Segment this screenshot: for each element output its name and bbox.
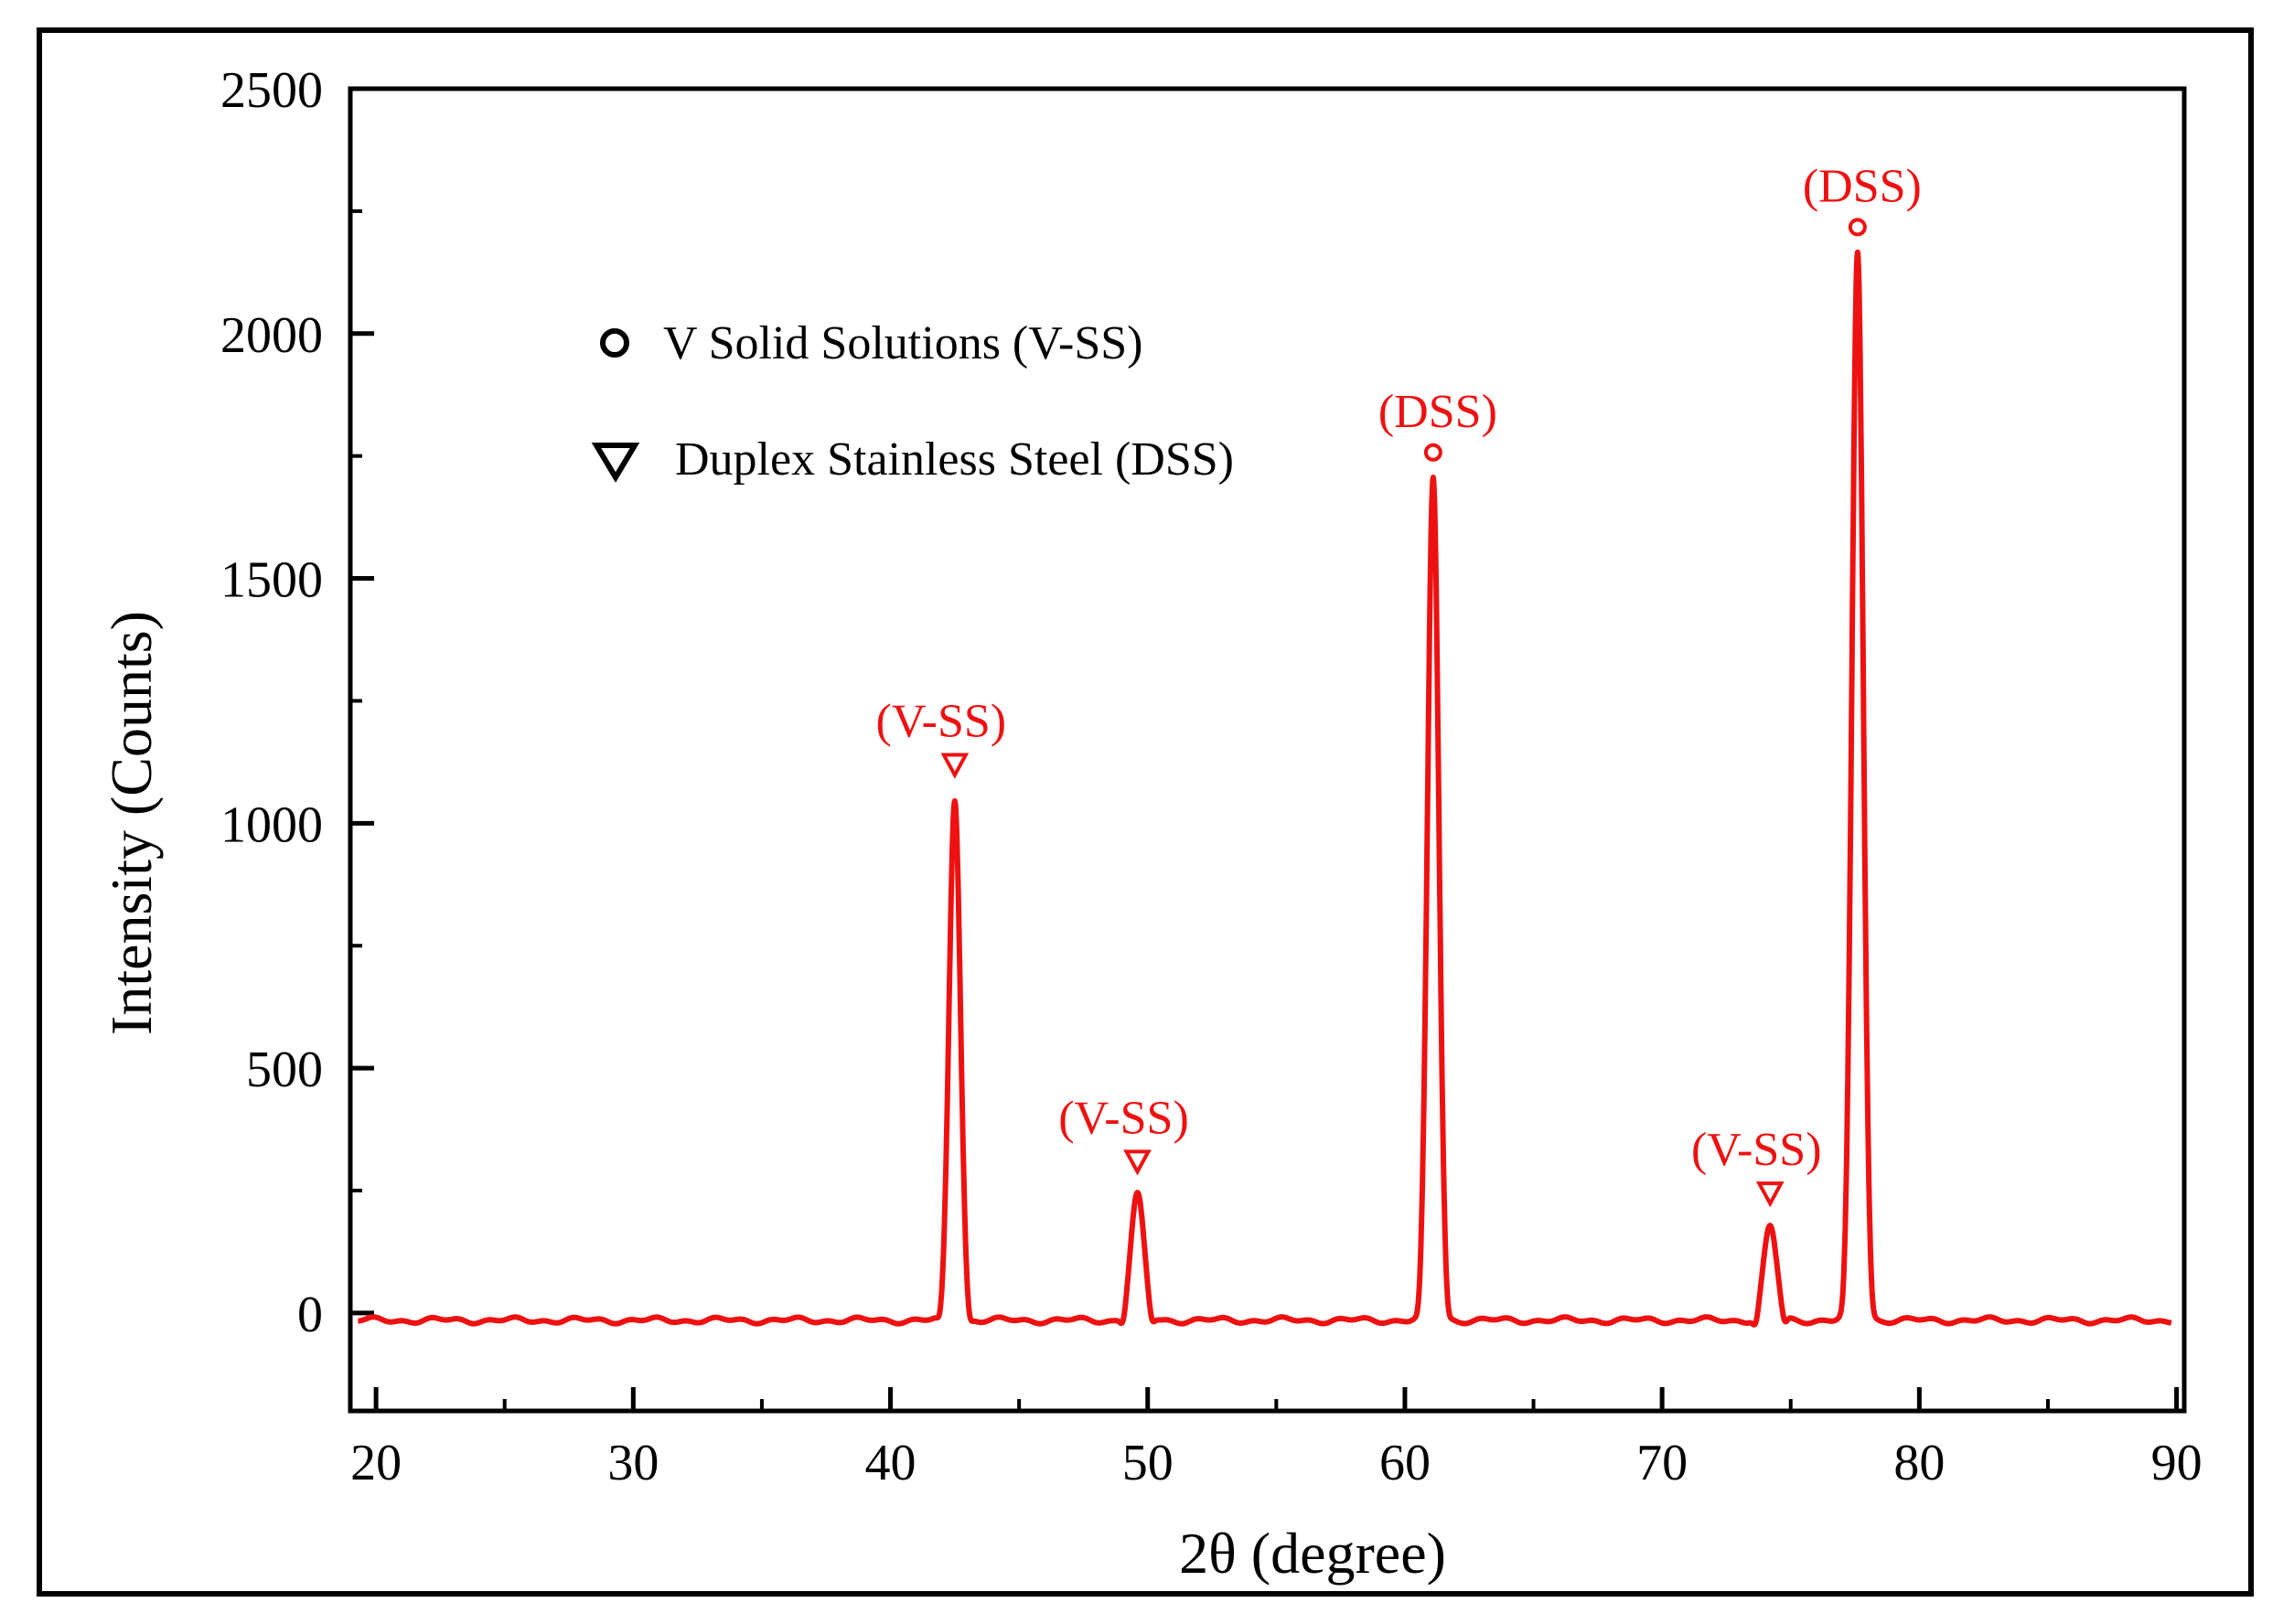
xrd-series-line: [356, 249, 2174, 1328]
peak-label: (V-SS): [876, 696, 1007, 748]
circle-marker-icon: [1848, 218, 1867, 237]
legend-label-dss: Duplex Stainless Steel (DSS): [675, 433, 1234, 486]
x-tick-label: 30: [607, 1435, 659, 1491]
y-tick-label: 1500: [220, 552, 323, 609]
peak-label: (V-SS): [1691, 1124, 1822, 1176]
y-tick-label: 0: [297, 1287, 323, 1343]
x-tick-label: 20: [350, 1435, 402, 1491]
y-axis-title: Intensity (Counts): [99, 611, 164, 1035]
x-axis-title: 2θ (degree): [1179, 1521, 1446, 1586]
peak-label: (DSS): [1803, 160, 1922, 212]
peak-annotations: (V-SS) (V-SS) (DSS) (V-SS) (DSS): [876, 160, 1922, 1208]
x-tick-label: 40: [865, 1435, 917, 1491]
legend-label-vss: V Solid Solutions (V-SS): [663, 317, 1143, 369]
series-layer: [356, 249, 2174, 1328]
y-tick-label: 2000: [220, 307, 323, 364]
legend: V Solid Solutions (V-SS) Duplex Stainles…: [591, 317, 1234, 486]
circle-marker-icon: [1423, 443, 1442, 462]
x-tick-label: 50: [1122, 1435, 1174, 1491]
y-tick-label: 1000: [220, 796, 323, 853]
legend-circle-icon: [600, 328, 629, 358]
triangle-marker-icon: [940, 753, 970, 779]
peak-label: (DSS): [1378, 386, 1497, 438]
figure-frame: [37, 27, 2254, 1597]
triangle-marker-icon: [1123, 1149, 1152, 1176]
x-tick-label: 80: [1893, 1435, 1945, 1491]
y-tick-label: 500: [246, 1042, 323, 1098]
triangle-marker-icon: [1755, 1181, 1785, 1208]
x-tick-label: 90: [2151, 1435, 2203, 1491]
x-tick-label: 60: [1379, 1435, 1431, 1491]
y-tick-label: 2500: [220, 62, 323, 119]
x-axis-ticks: 20 30 40 50 60 70 80 90: [350, 1387, 2203, 1491]
plot-area: [348, 86, 2187, 1414]
peak-label: (V-SS): [1058, 1092, 1189, 1144]
x-tick-label: 70: [1636, 1435, 1688, 1491]
legend-triangle-icon: [591, 443, 640, 483]
y-axis-ticks: 0 500 1000 1500 2000 2500: [220, 62, 374, 1343]
